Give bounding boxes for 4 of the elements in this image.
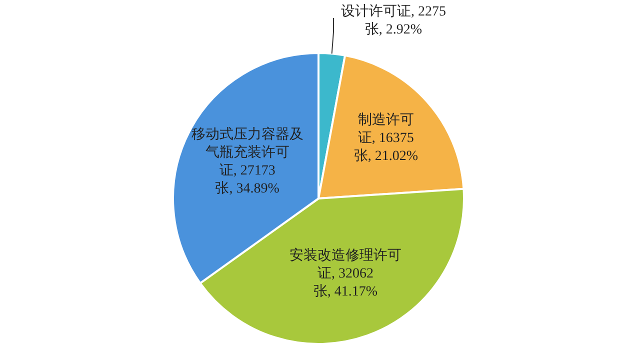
slice-label: 安装改造修理许可证, 32062张, 41.17% [289,248,402,300]
slice-label: 制造许可证, 16375张, 21.02% [354,112,418,164]
slice-label: 设计许可证, 2275张, 2.92% [341,4,446,38]
slice-label: 移动式压力容器及气瓶充装许可证, 27173张, 34.89% [191,126,304,197]
